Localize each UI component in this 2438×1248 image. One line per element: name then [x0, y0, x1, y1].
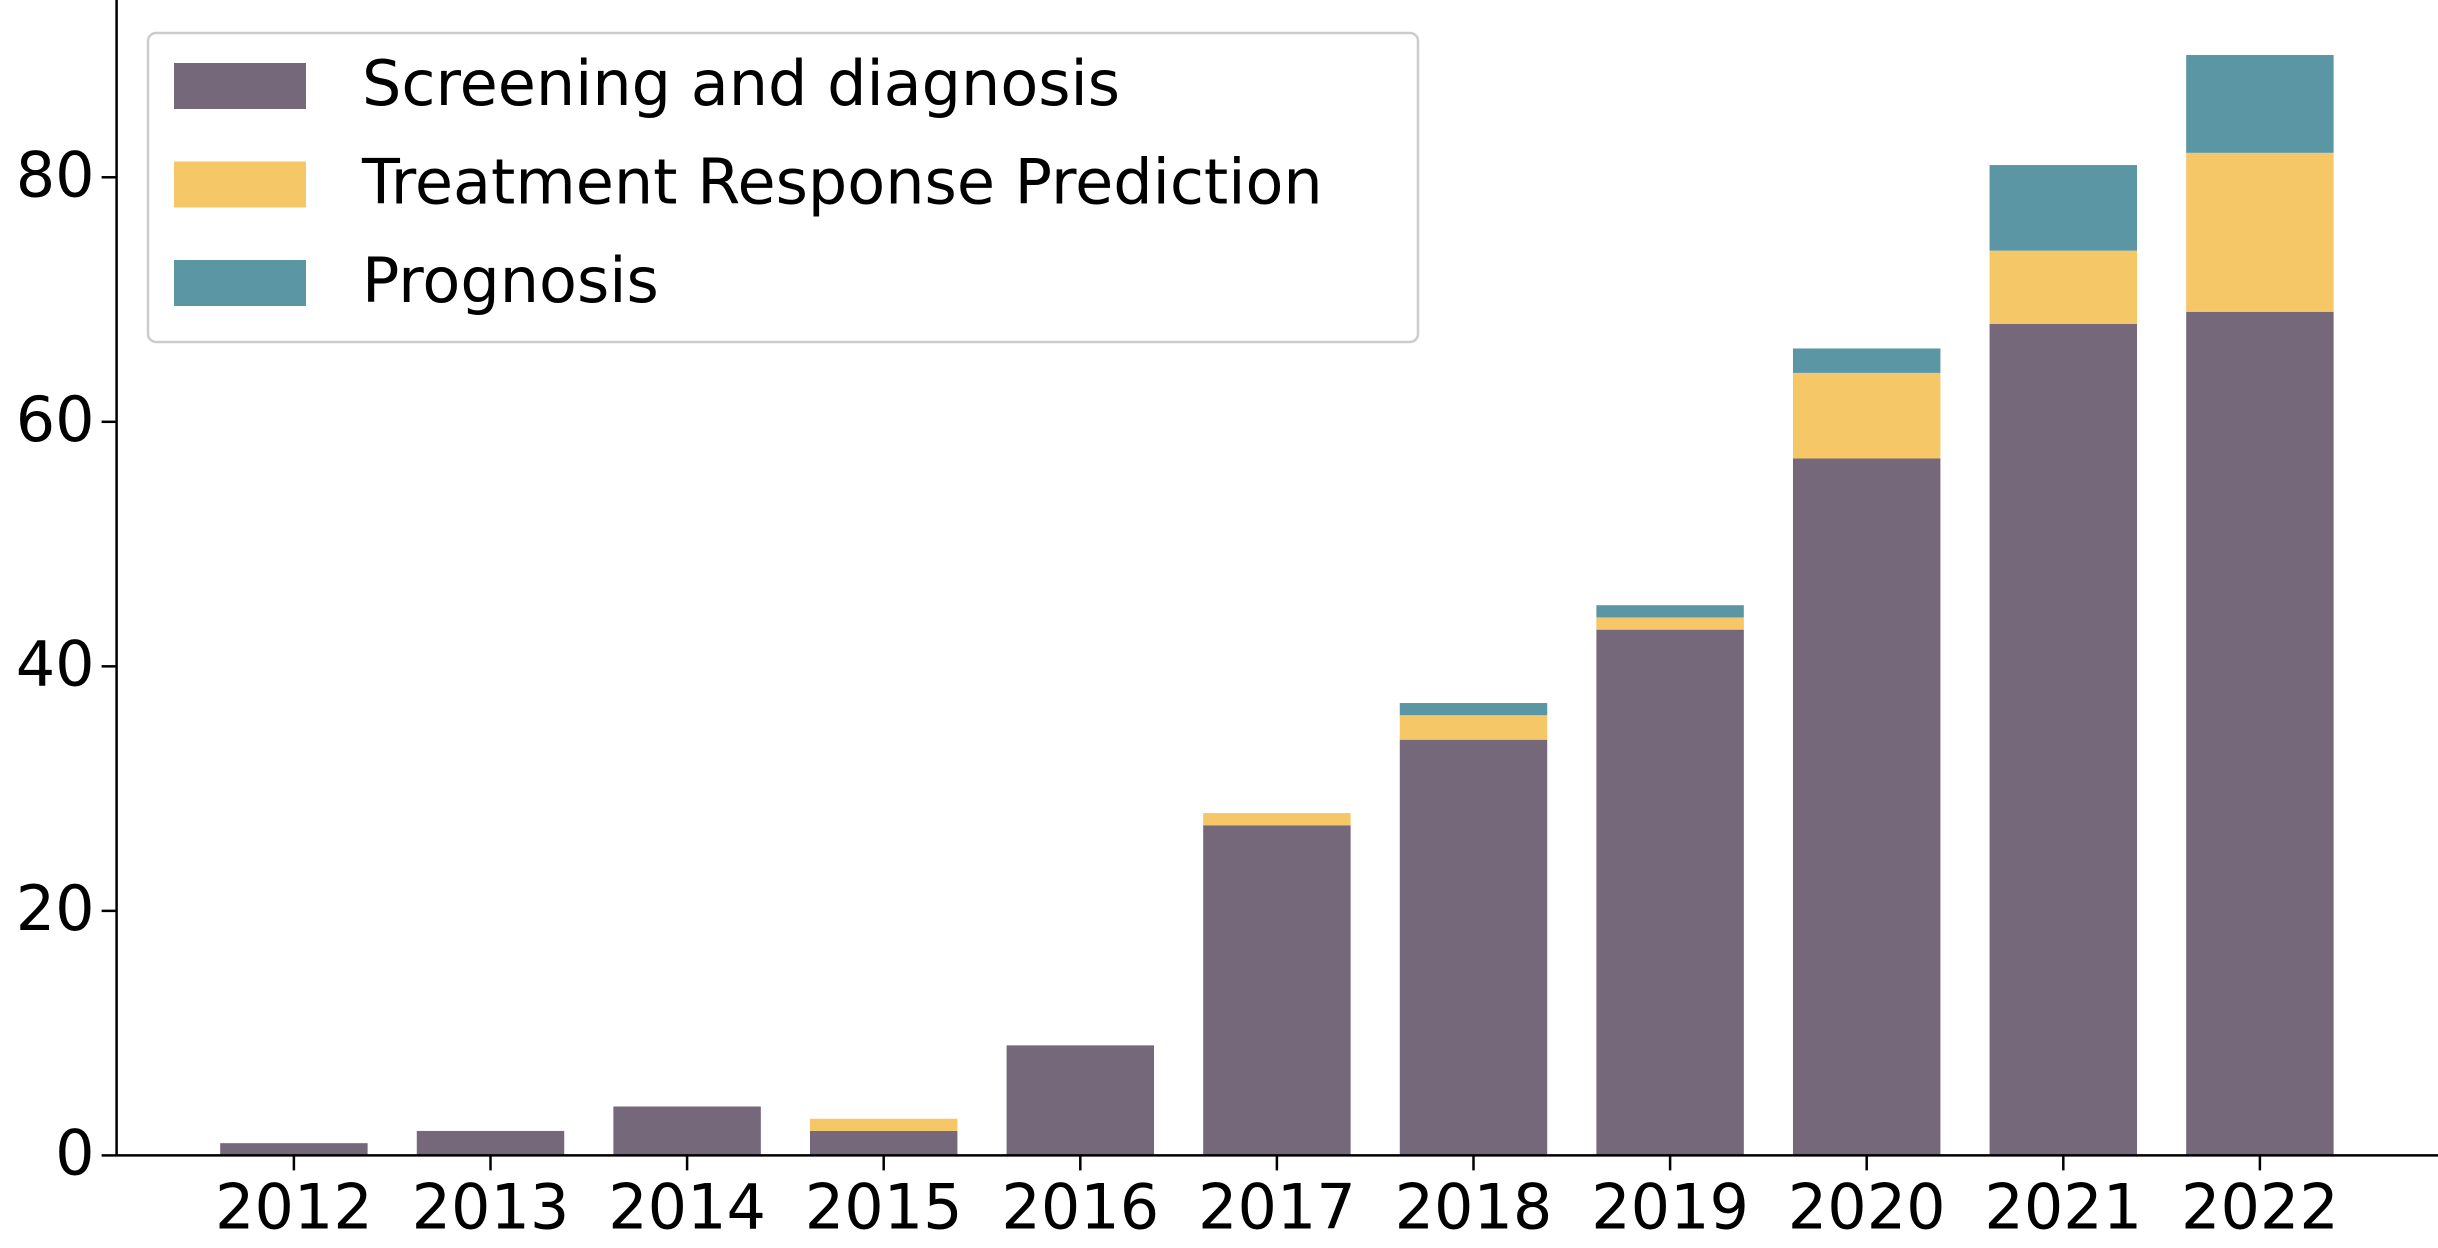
bar-segment	[1399, 739, 1548, 1156]
bar-segment	[1399, 715, 1548, 740]
bar-segment	[416, 1130, 565, 1156]
x-tick-label: 2016	[1001, 1170, 1159, 1243]
legend-box	[146, 31, 1420, 344]
legend-label: Screening and diagnosis	[362, 47, 1120, 120]
legend-label: Treatment Response Prediction	[361, 146, 1323, 219]
legend-swatch	[174, 161, 306, 208]
x-tick-label: 2014	[608, 1170, 766, 1243]
x-tick-label: 2012	[215, 1170, 373, 1243]
y-tick-label: 60	[16, 383, 95, 456]
bar-segment	[1596, 629, 1744, 1156]
bar-segment	[2186, 55, 2334, 153]
x-tick-label: 2020	[1788, 1170, 1946, 1243]
x-tick-label: 2022	[2181, 1170, 2339, 1243]
bar-segment	[1792, 458, 1941, 1156]
y-tick-label: 0	[55, 1116, 94, 1189]
bar-segment	[220, 1143, 368, 1156]
x-tick-label: 2013	[412, 1170, 570, 1243]
y-tick-label: 80	[16, 138, 95, 211]
legend-label: Prognosis	[362, 244, 659, 317]
legend-swatch	[174, 260, 306, 306]
bar-segment	[1203, 813, 1351, 826]
bar-segment	[1399, 703, 1548, 716]
bar-segment	[1989, 324, 2138, 1156]
bar-segment	[1203, 825, 1351, 1156]
bar-segment	[1989, 250, 2138, 325]
bar-segment	[1006, 1045, 1155, 1156]
bar-segment	[1989, 165, 2138, 251]
y-tick-label: 20	[16, 872, 95, 945]
y-tick-label: 40	[16, 627, 95, 700]
x-tick-label: 2019	[1591, 1170, 1749, 1243]
bar-segment	[1792, 348, 1941, 373]
x-tick-label: 2015	[805, 1170, 963, 1243]
x-tick-label: 2017	[1198, 1170, 1356, 1243]
bar-segment	[809, 1118, 958, 1131]
bar-segment	[2186, 311, 2334, 1156]
bar-segment	[2186, 152, 2334, 312]
bar-segment	[1596, 605, 1744, 618]
bar-segment	[1792, 372, 1941, 459]
bar-segment	[613, 1106, 761, 1156]
legend-swatch	[174, 63, 306, 109]
x-tick-label: 2018	[1395, 1170, 1553, 1243]
bar-segment	[809, 1130, 958, 1156]
bar-segment	[1596, 617, 1744, 630]
x-tick-label: 2021	[1984, 1170, 2142, 1243]
